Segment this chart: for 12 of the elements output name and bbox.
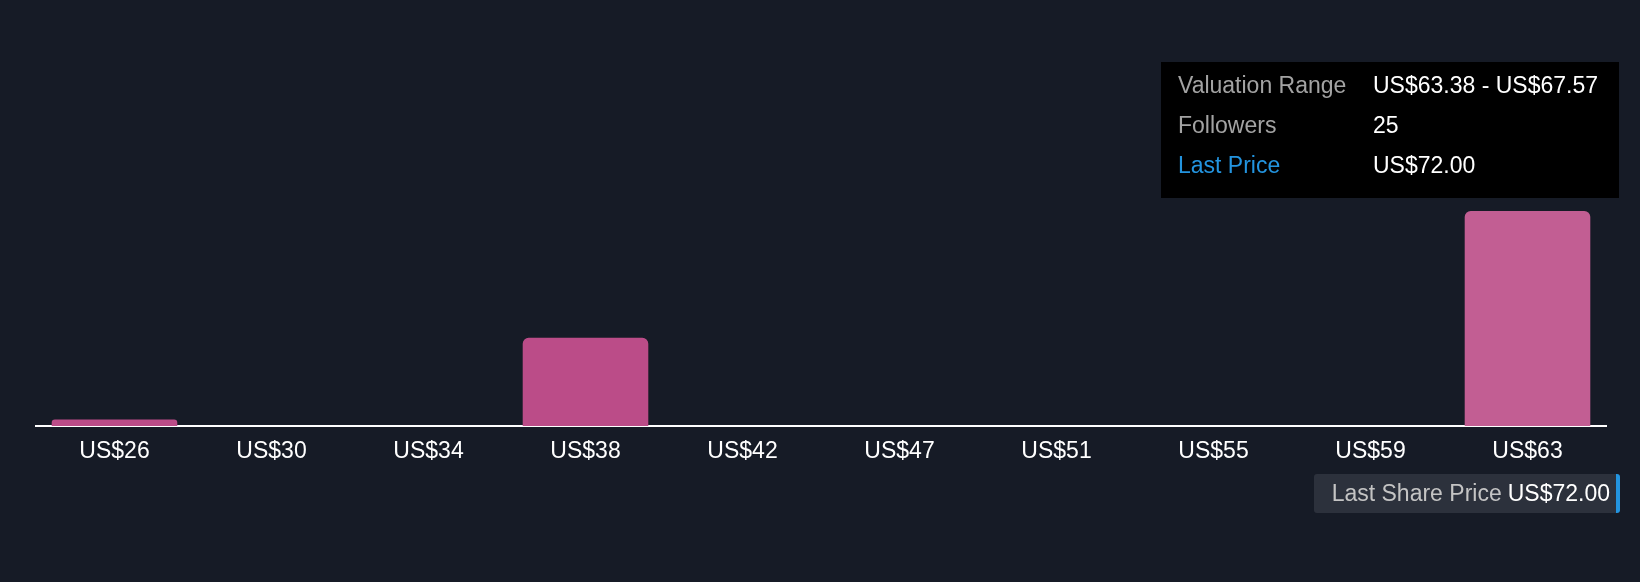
x-tick-label: US$38: [550, 437, 621, 464]
x-tick-label: US$55: [1178, 437, 1249, 464]
tooltip-panel: Valuation Range US$63.38 - US$67.57 Followers 25 Last Price US$72.00: [1161, 62, 1619, 198]
x-tick-label: US$42: [707, 437, 778, 464]
x-tick-label: US$26: [79, 437, 150, 464]
x-tick-label: US$34: [393, 437, 464, 464]
x-tick-label: US$51: [1021, 437, 1092, 464]
price-label-box: Last Share Price US$72.00: [1314, 474, 1620, 513]
x-tick-label: US$47: [864, 437, 935, 464]
x-tick-label: US$30: [236, 437, 307, 464]
x-tick-label: US$59: [1335, 437, 1406, 464]
x-tick-label: US$63: [1492, 437, 1563, 464]
